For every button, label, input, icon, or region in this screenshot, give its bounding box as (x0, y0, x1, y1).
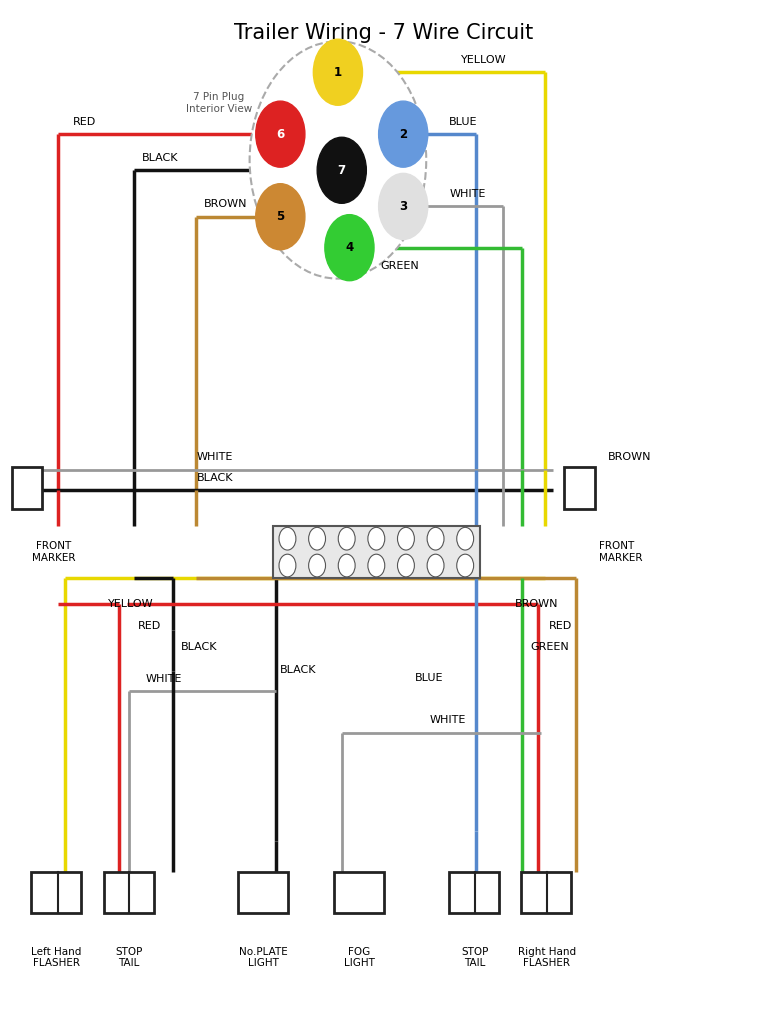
Text: WHITE: WHITE (449, 189, 485, 199)
Circle shape (256, 184, 305, 250)
Bar (334, 872, 384, 913)
Circle shape (398, 554, 415, 577)
Text: BLACK: BLACK (142, 153, 179, 163)
Text: 5: 5 (276, 211, 284, 223)
Circle shape (427, 554, 444, 577)
Text: GREEN: GREEN (530, 642, 568, 652)
Circle shape (309, 527, 326, 550)
Circle shape (309, 554, 326, 577)
Circle shape (256, 101, 305, 167)
Bar (104, 872, 154, 913)
Text: WHITE: WHITE (197, 452, 233, 462)
Text: FRONT
MARKER: FRONT MARKER (32, 542, 75, 562)
Text: 7: 7 (338, 164, 346, 176)
Bar (238, 872, 288, 913)
Text: BLACK: BLACK (280, 665, 317, 675)
Text: BROWN: BROWN (204, 199, 247, 209)
Text: BROWN: BROWN (608, 452, 651, 462)
Text: Left Hand
FLASHER: Left Hand FLASHER (31, 947, 81, 968)
Circle shape (457, 554, 474, 577)
Text: BROWN: BROWN (515, 599, 558, 609)
Bar (12, 467, 42, 509)
Bar (273, 526, 480, 578)
Text: 3: 3 (399, 200, 407, 213)
Text: 4: 4 (346, 241, 353, 254)
Text: FRONT
MARKER: FRONT MARKER (599, 542, 643, 562)
Text: RED: RED (549, 621, 572, 632)
Text: 2: 2 (399, 128, 407, 140)
Bar (521, 872, 571, 913)
Circle shape (338, 527, 355, 550)
Text: YELLOW: YELLOW (108, 599, 153, 609)
Text: Right Hand
FLASHER: Right Hand FLASHER (518, 947, 576, 968)
Bar (564, 467, 595, 509)
Text: 6: 6 (276, 128, 284, 140)
Circle shape (457, 527, 474, 550)
Text: BLUE: BLUE (415, 673, 443, 683)
Circle shape (368, 527, 385, 550)
Text: No.PLATE
LIGHT: No.PLATE LIGHT (239, 947, 288, 968)
Circle shape (317, 137, 366, 203)
Circle shape (250, 41, 426, 279)
Text: RED: RED (138, 621, 161, 632)
Circle shape (313, 39, 362, 105)
Circle shape (379, 173, 428, 239)
Text: Trailer Wiring - 7 Wire Circuit: Trailer Wiring - 7 Wire Circuit (234, 23, 534, 43)
Bar (449, 872, 499, 913)
Text: BLACK: BLACK (180, 642, 217, 652)
Circle shape (379, 101, 428, 167)
Circle shape (279, 527, 296, 550)
Circle shape (427, 527, 444, 550)
Text: BLACK: BLACK (197, 473, 233, 483)
Circle shape (398, 527, 415, 550)
Circle shape (368, 554, 385, 577)
Text: FOG
LIGHT: FOG LIGHT (344, 947, 375, 968)
Bar (31, 872, 81, 913)
Text: 1: 1 (334, 66, 342, 78)
Circle shape (325, 215, 374, 281)
Text: YELLOW: YELLOW (461, 55, 506, 65)
Text: 7 Pin Plug
Interior View: 7 Pin Plug Interior View (186, 93, 252, 114)
Circle shape (338, 554, 355, 577)
Circle shape (279, 554, 296, 577)
Text: STOP
TAIL: STOP TAIL (461, 947, 488, 968)
Text: GREEN: GREEN (380, 261, 419, 271)
Text: WHITE: WHITE (146, 674, 182, 684)
Text: RED: RED (73, 117, 96, 127)
Text: BLUE: BLUE (449, 117, 478, 127)
Text: WHITE: WHITE (430, 715, 466, 725)
Text: STOP
TAIL: STOP TAIL (115, 947, 143, 968)
